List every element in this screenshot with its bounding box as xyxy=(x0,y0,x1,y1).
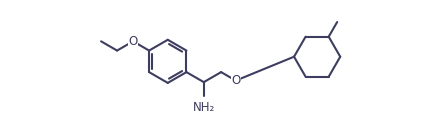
Text: O: O xyxy=(231,74,241,87)
Text: NH₂: NH₂ xyxy=(193,101,215,114)
Text: O: O xyxy=(128,35,138,48)
